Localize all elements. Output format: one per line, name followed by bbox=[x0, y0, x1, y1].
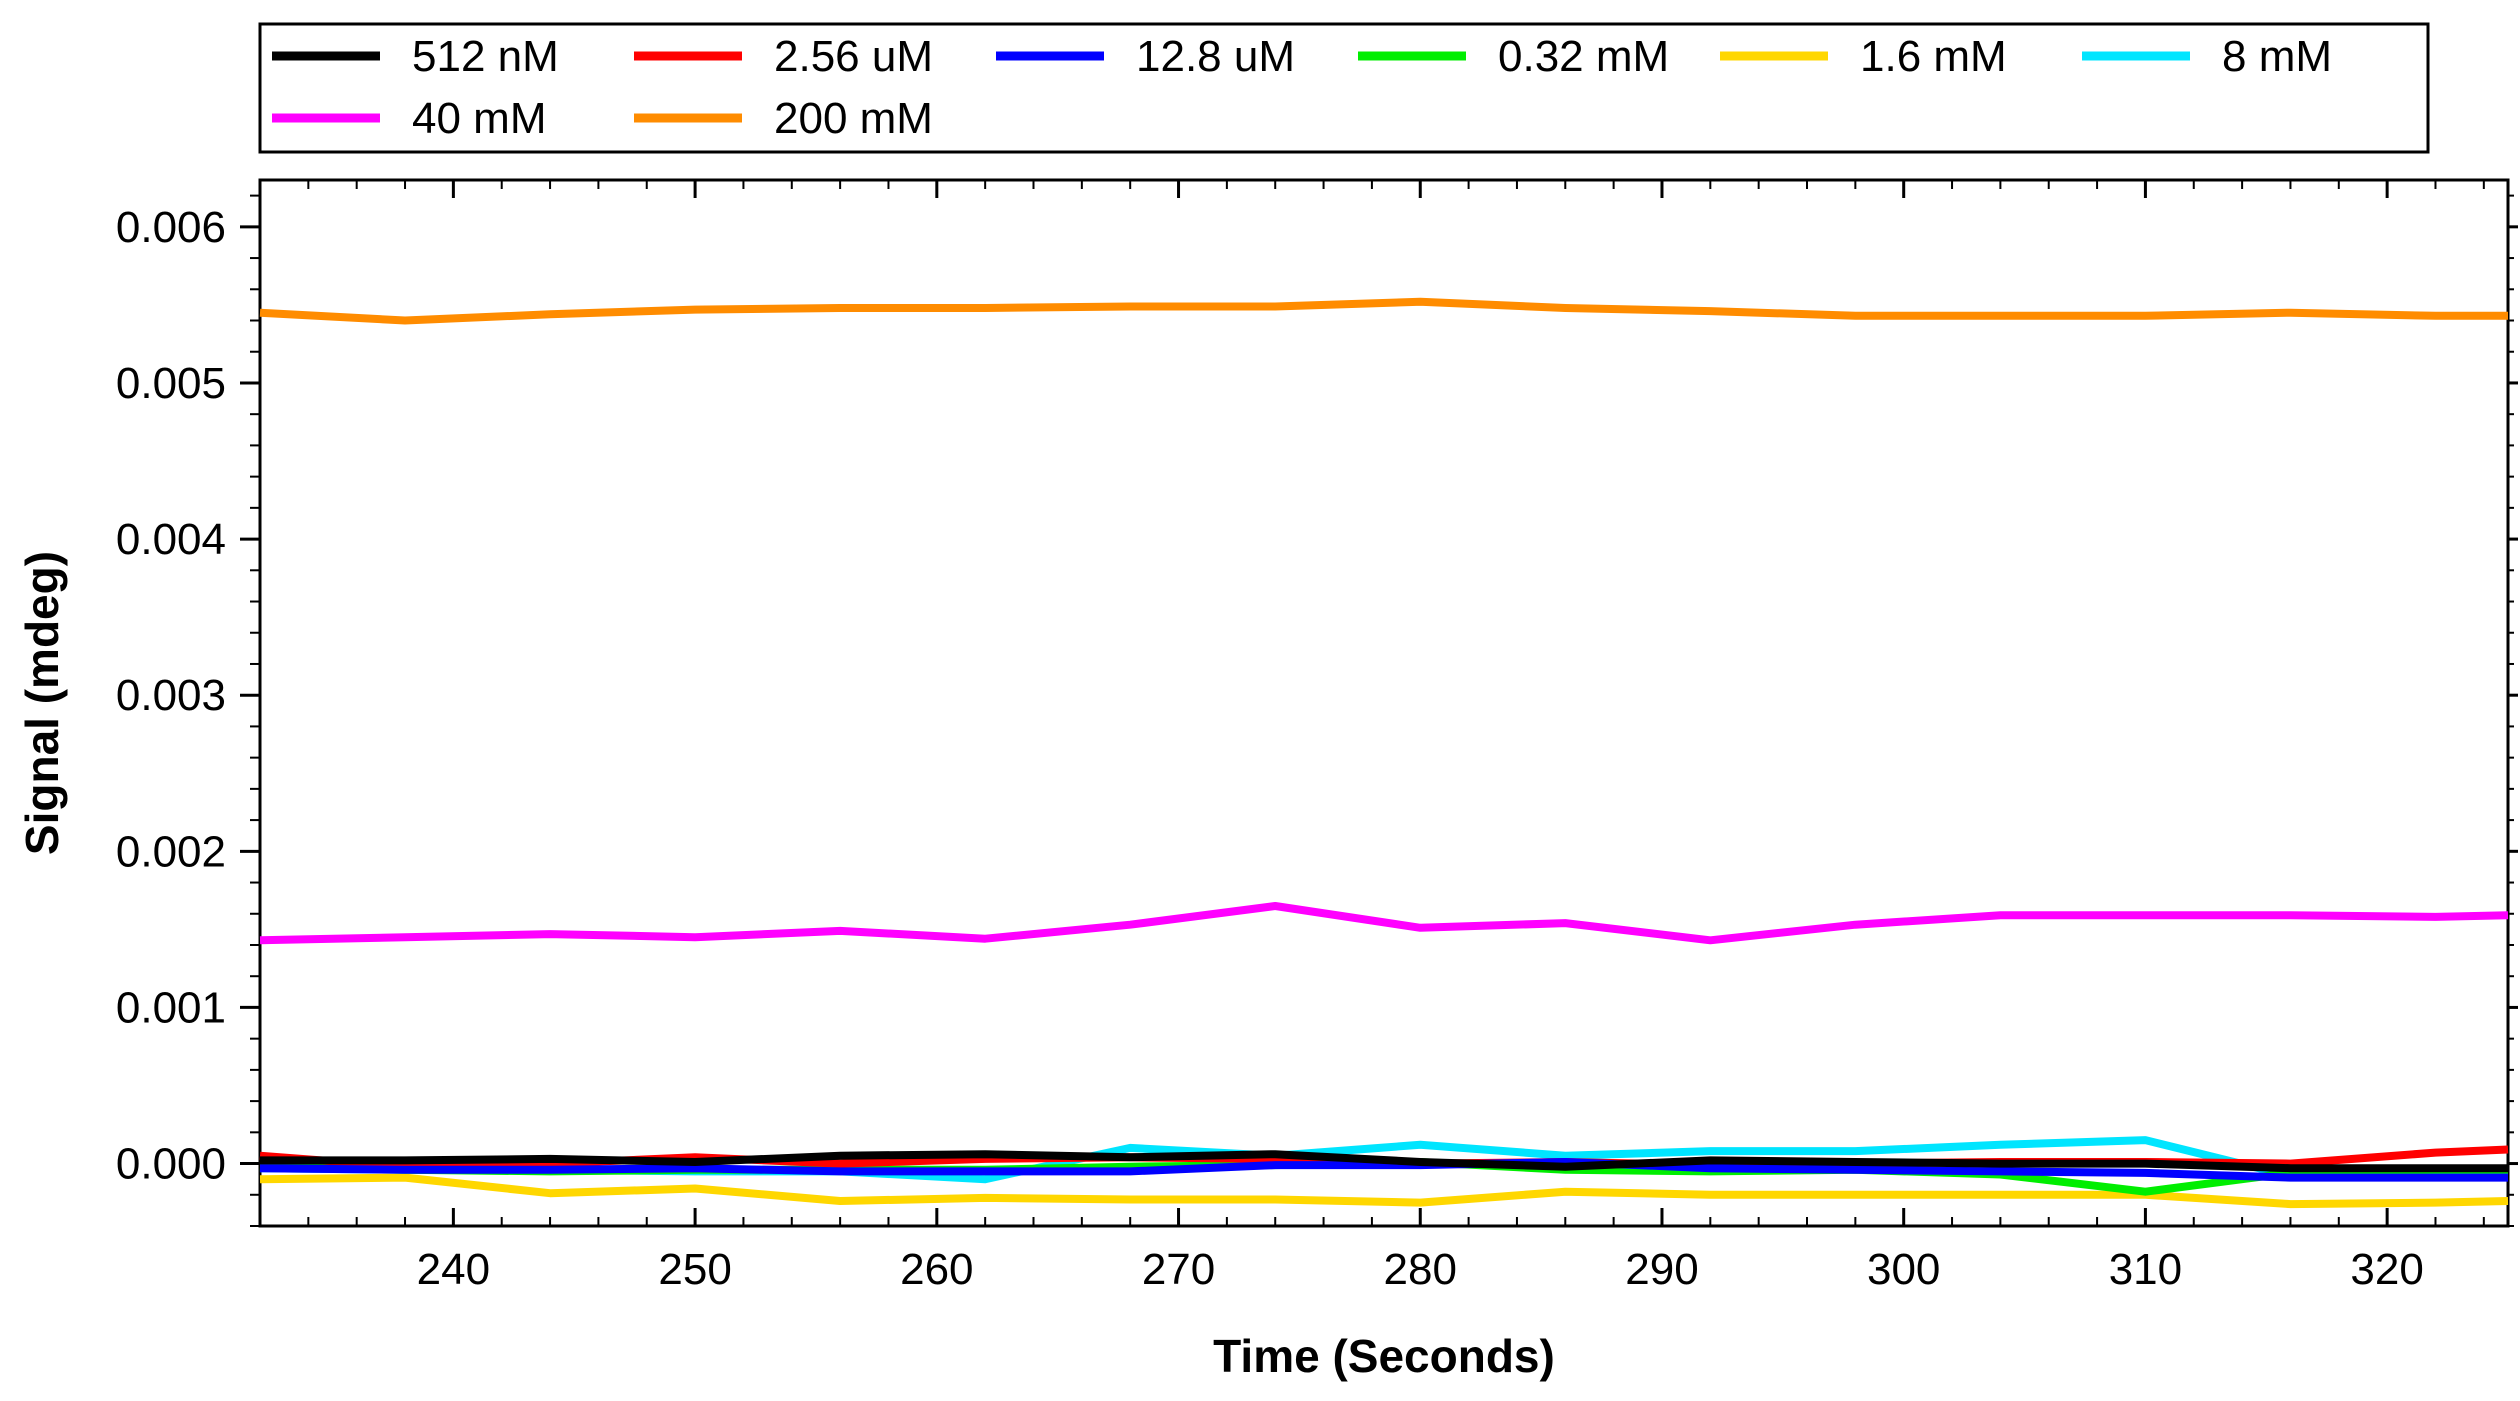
x-axis-title: Time (Seconds) bbox=[1213, 1330, 1555, 1382]
y-tick-label: 0.003 bbox=[116, 671, 226, 720]
y-tick-label: 0.000 bbox=[116, 1140, 226, 1189]
y-tick-label: 0.001 bbox=[116, 983, 226, 1032]
y-tick-label: 0.005 bbox=[116, 359, 226, 408]
axis-ticks bbox=[240, 180, 2518, 1227]
legend-frame bbox=[258, 22, 2430, 154]
series-line-512-nm bbox=[260, 1150, 2508, 1173]
y-tick-label: 0.004 bbox=[116, 515, 226, 564]
y-tick-label: 0.006 bbox=[116, 203, 226, 252]
x-tick-label: 270 bbox=[1142, 1245, 1215, 1294]
legend: 512 nM 2.56 uM 12.8 uM 0.32 mM 1.6 mM 8 mM 40 … bbox=[258, 22, 2430, 154]
legend-label: 12.8 uM bbox=[1136, 32, 1295, 81]
x-tick-label: 300 bbox=[1867, 1245, 1940, 1294]
x-tick-label: 240 bbox=[417, 1245, 490, 1294]
legend-label: 512 nM bbox=[412, 32, 559, 81]
legend-label: 40 mM bbox=[412, 94, 546, 143]
series-line-200-mm bbox=[259, 297, 2508, 325]
legend-label: 1.6 mM bbox=[1860, 32, 2007, 81]
legend-label: 8 mM bbox=[2222, 32, 2332, 81]
x-tick-label: 310 bbox=[2109, 1245, 2182, 1294]
x-tick-label: 280 bbox=[1384, 1245, 1457, 1294]
x-tick-label: 250 bbox=[658, 1245, 731, 1294]
series-line-1-6-mm bbox=[259, 1173, 2509, 1209]
series-line-40-mm bbox=[259, 902, 2509, 945]
tick-labels: 240 250 260 270 280 290 300 310 320 0.000 0.001 0.0… bbox=[116, 203, 2424, 1294]
legend-label: 200 mM bbox=[774, 94, 933, 143]
plot-frame bbox=[258, 178, 2510, 1228]
y-axis-title: Signal (mdeg) bbox=[16, 551, 68, 855]
legend-label: 2.56 uM bbox=[774, 32, 933, 81]
x-tick-label: 320 bbox=[2350, 1245, 2423, 1294]
legend-label: 0.32 mM bbox=[1498, 32, 1669, 81]
y-tick-label: 0.002 bbox=[116, 827, 226, 876]
series-lines bbox=[259, 297, 2509, 1209]
x-tick-label: 290 bbox=[1625, 1245, 1698, 1294]
plot-frame-group bbox=[258, 178, 2510, 1228]
x-tick-label: 260 bbox=[900, 1245, 973, 1294]
